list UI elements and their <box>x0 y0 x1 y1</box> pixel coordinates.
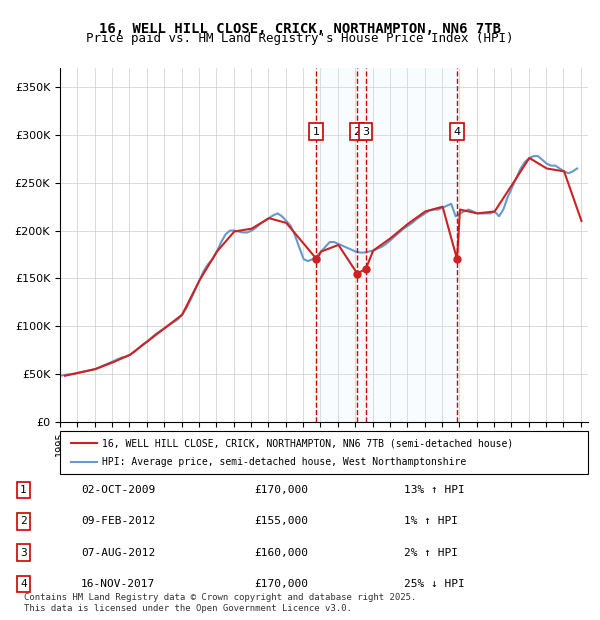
Text: 25% ↓ HPI: 25% ↓ HPI <box>404 579 464 589</box>
Text: 16, WELL HILL CLOSE, CRICK, NORTHAMPTON, NN6 7TB: 16, WELL HILL CLOSE, CRICK, NORTHAMPTON,… <box>99 22 501 36</box>
Text: 1: 1 <box>313 127 320 137</box>
Text: 4: 4 <box>20 579 27 589</box>
Text: 3: 3 <box>20 547 27 557</box>
Text: 07-AUG-2012: 07-AUG-2012 <box>81 547 155 557</box>
Text: 2: 2 <box>20 516 27 526</box>
Bar <box>316 68 457 422</box>
Text: 16, WELL HILL CLOSE, CRICK, NORTHAMPTON, NN6 7TB (semi-detached house): 16, WELL HILL CLOSE, CRICK, NORTHAMPTON,… <box>102 438 514 448</box>
Text: Contains HM Land Registry data © Crown copyright and database right 2025.
This d: Contains HM Land Registry data © Crown c… <box>24 593 416 613</box>
Text: HPI: Average price, semi-detached house, West Northamptonshire: HPI: Average price, semi-detached house,… <box>102 457 466 467</box>
Text: 1: 1 <box>20 485 27 495</box>
Text: 02-OCT-2009: 02-OCT-2009 <box>81 485 155 495</box>
Text: 16-NOV-2017: 16-NOV-2017 <box>81 579 155 589</box>
Text: £160,000: £160,000 <box>254 547 308 557</box>
Text: 2% ↑ HPI: 2% ↑ HPI <box>404 547 458 557</box>
Text: 13% ↑ HPI: 13% ↑ HPI <box>404 485 464 495</box>
Text: £170,000: £170,000 <box>254 579 308 589</box>
FancyBboxPatch shape <box>60 431 588 474</box>
Text: 4: 4 <box>454 127 461 137</box>
Text: £155,000: £155,000 <box>254 516 308 526</box>
Text: 1% ↑ HPI: 1% ↑ HPI <box>404 516 458 526</box>
Text: 3: 3 <box>362 127 369 137</box>
Text: Price paid vs. HM Land Registry's House Price Index (HPI): Price paid vs. HM Land Registry's House … <box>86 32 514 45</box>
Text: 2: 2 <box>353 127 361 137</box>
Text: 09-FEB-2012: 09-FEB-2012 <box>81 516 155 526</box>
Text: £170,000: £170,000 <box>254 485 308 495</box>
